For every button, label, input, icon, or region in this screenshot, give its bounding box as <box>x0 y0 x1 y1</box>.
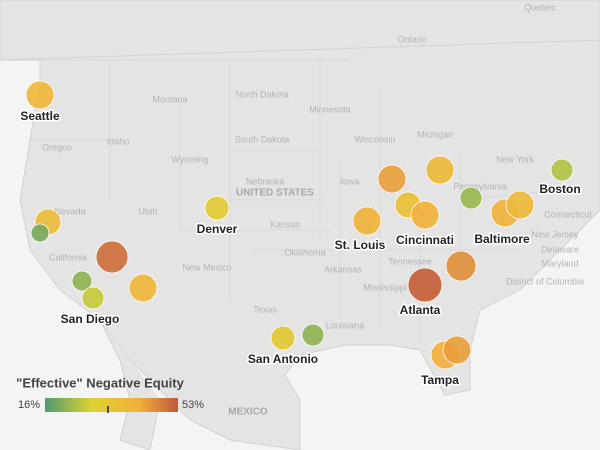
bubble <box>377 164 407 194</box>
map-label: Nevada <box>54 206 85 216</box>
city-label: Cincinnati <box>396 233 454 247</box>
bubble <box>352 206 382 236</box>
legend: "Effective" Negative Equity 16% 53% <box>16 375 204 413</box>
map-label: Delaware <box>541 244 579 254</box>
map-label: Nebraska <box>246 176 285 186</box>
map-label: Maryland <box>541 258 578 268</box>
map-label: New Mexico <box>182 262 231 272</box>
bubble <box>128 273 158 303</box>
map-label: Minnesota <box>309 104 351 114</box>
map-label: Iowa <box>340 176 359 186</box>
legend-scale <box>45 398 178 412</box>
map-label: Montana <box>152 94 187 104</box>
bubble <box>71 270 93 292</box>
bubble <box>425 155 455 185</box>
bubble <box>204 195 230 221</box>
legend-max: 53% <box>182 399 204 411</box>
map-label: North Dakota <box>235 89 288 99</box>
bubble <box>30 223 50 243</box>
city-label: St. Louis <box>335 238 386 252</box>
map-label: Pennsylvania <box>453 181 507 191</box>
map-label: Idaho <box>107 136 130 146</box>
map-label: Ontario <box>397 34 427 44</box>
map-label: Quebec <box>524 2 556 12</box>
bubble <box>459 186 483 210</box>
map-label: UNITED STATES <box>236 188 314 199</box>
map-label: Mississippi <box>363 282 407 292</box>
city-label: Atlanta <box>400 303 441 317</box>
city-label: Seattle <box>20 109 60 123</box>
baja <box>99 319 161 450</box>
city-label: San Antonio <box>248 352 318 366</box>
map-label: South Dakota <box>235 134 290 144</box>
legend-min: 16% <box>18 399 40 411</box>
bubble <box>301 323 325 347</box>
city-label: Denver <box>197 222 238 236</box>
bubble <box>550 158 574 182</box>
map-label: MEXICO <box>228 407 268 418</box>
map-label: Utah <box>138 206 157 216</box>
map-label: Connecticut <box>544 209 592 219</box>
bubble <box>442 335 472 365</box>
map-label: Oklahoma <box>284 247 325 257</box>
bubble <box>445 250 477 282</box>
map-label: California <box>49 252 87 262</box>
legend-title: "Effective" Negative Equity <box>16 375 184 390</box>
map-label: Kansas <box>270 219 301 229</box>
bubble <box>25 80 55 110</box>
map-label: Texas <box>253 304 277 314</box>
bubble <box>270 325 296 351</box>
bubble <box>407 267 443 303</box>
city-label: San Diego <box>61 312 120 326</box>
city-label: Tampa <box>421 373 459 387</box>
city-label: Baltimore <box>474 232 530 246</box>
city-label: Boston <box>539 182 580 196</box>
map-label: New Jersey <box>531 229 579 239</box>
bubble <box>410 200 440 230</box>
map-label: Louisiana <box>326 320 365 330</box>
bubble <box>95 240 129 274</box>
map-label: Tennessee <box>388 256 432 266</box>
map-label: Oregon <box>42 142 72 152</box>
map-label: Wyoming <box>171 154 208 164</box>
map-label: Wisconsin <box>354 134 395 144</box>
bubble <box>505 190 535 220</box>
map-label: Michigan <box>417 129 453 139</box>
map-label: New York <box>496 154 535 164</box>
map-label: District of Columbia <box>506 276 584 286</box>
bubble <box>81 286 105 310</box>
map-label: Arkansas <box>324 264 362 274</box>
